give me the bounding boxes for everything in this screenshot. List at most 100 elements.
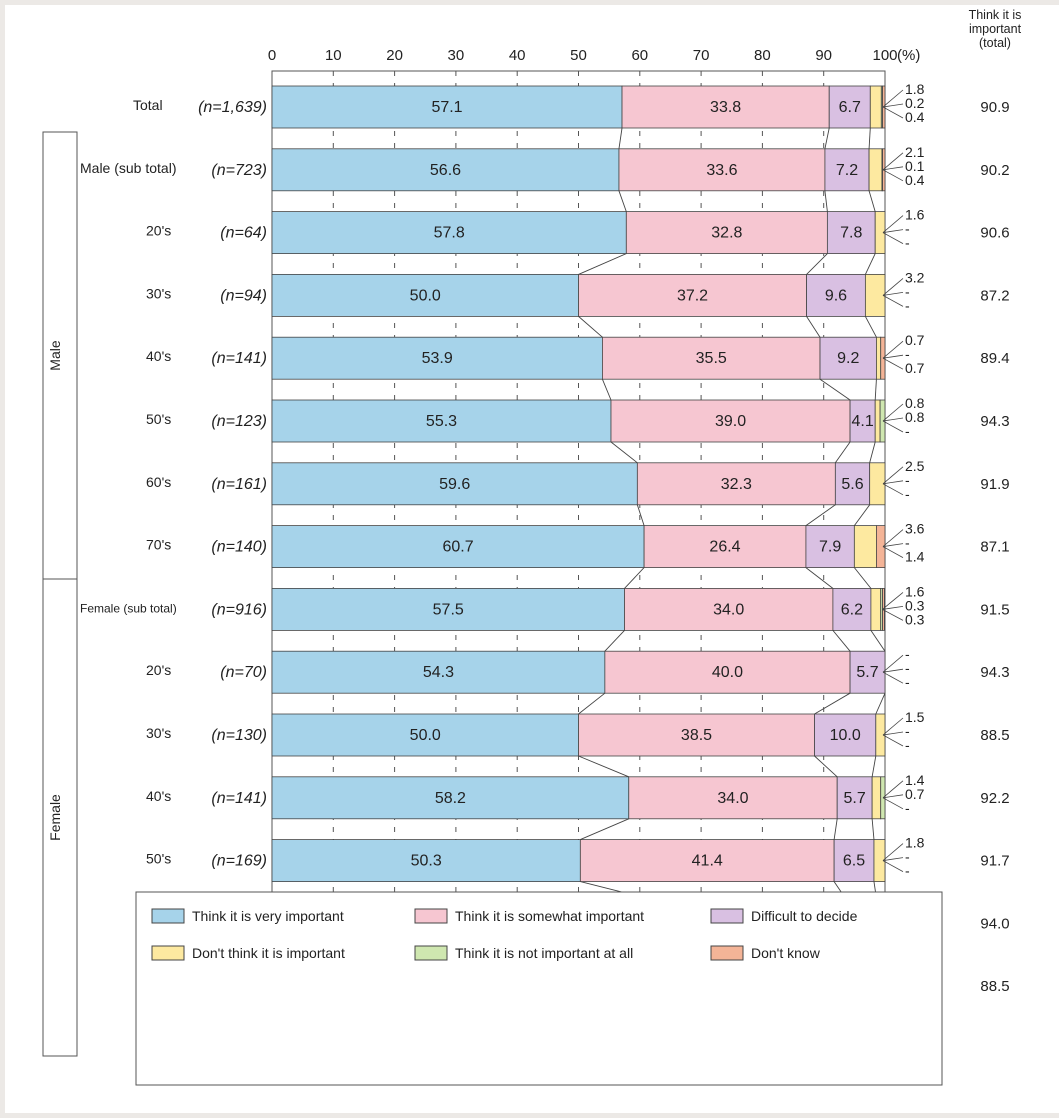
connector-line (610, 441, 638, 464)
row-label: 50's (146, 851, 171, 867)
side-leader (882, 229, 904, 233)
side-label: 0.7 (905, 360, 925, 376)
side-leader (882, 483, 904, 496)
side-leader (882, 671, 904, 684)
row-n-label: (n=130) (211, 727, 267, 744)
connector-line (578, 316, 603, 338)
bar-segment (871, 776, 882, 820)
data-label: 34.0 (717, 790, 748, 807)
side-label: - (905, 472, 910, 488)
side-label: - (905, 235, 910, 251)
bar-segment (271, 211, 627, 255)
x-tick-label: 10 (325, 47, 342, 64)
data-label: 7.8 (840, 225, 862, 242)
side-leader (882, 292, 904, 296)
side-label: 0.1 (905, 158, 925, 174)
data-label: 39.0 (715, 413, 746, 430)
row-label: 70's (146, 537, 171, 553)
legend-swatch (414, 908, 448, 924)
bar-segment (271, 148, 620, 192)
group-bracket (42, 131, 78, 580)
side-label: 2.1 (905, 144, 925, 160)
connector-line (824, 127, 830, 149)
side-label: - (905, 674, 910, 690)
bar-segment (874, 399, 881, 443)
bar-segment (834, 462, 871, 506)
total-important-value: 94.3 (980, 413, 1009, 430)
data-label: 34.0 (713, 601, 744, 618)
data-label: 59.6 (439, 476, 470, 493)
side-leader (882, 417, 904, 422)
bar-segment (819, 336, 877, 380)
legend-swatch (710, 908, 744, 924)
data-label: 5.7 (844, 790, 866, 807)
bar-segment (271, 650, 606, 694)
legend-swatch (151, 908, 185, 924)
row-label: Total (133, 97, 163, 113)
bar-segment (643, 525, 807, 568)
connector-line (832, 630, 851, 652)
bar-segment (271, 713, 579, 757)
right-header-line: (total) (979, 36, 1011, 50)
side-leader (882, 860, 904, 872)
data-label: 5.7 (856, 664, 878, 681)
legend-swatch (414, 945, 448, 961)
bar-segment (271, 336, 603, 380)
side-label: 1.8 (905, 81, 925, 97)
side-leader (882, 106, 904, 119)
bar-segment (621, 85, 830, 129)
side-label: - (905, 423, 910, 439)
connector-line (875, 693, 886, 715)
total-important-value: 87.2 (980, 287, 1009, 304)
x-tick-label: 40 (509, 47, 526, 64)
data-label: 57.8 (434, 225, 465, 242)
side-leader (882, 232, 904, 244)
connector-line (868, 127, 871, 149)
bar-segment (869, 85, 882, 129)
legend-label: Think it is very important (192, 908, 344, 924)
bar-segment (870, 588, 882, 631)
row-n-label: (n=723) (211, 162, 267, 179)
bar-segment (610, 399, 851, 443)
legend-swatch (151, 945, 185, 961)
row-label: 40's (146, 348, 171, 364)
side-label: 3.6 (905, 521, 925, 537)
side-leader (882, 466, 904, 485)
legend-label: Don't know (751, 945, 821, 961)
connector-line (604, 630, 625, 652)
row-n-label: (n=70) (220, 664, 267, 681)
data-label: 58.2 (435, 790, 466, 807)
data-label: 53.9 (422, 350, 453, 367)
side-leader (882, 420, 904, 433)
total-important-value: 90.9 (980, 99, 1009, 116)
bar-segment (624, 588, 834, 631)
legend-label: Think it is somewhat important (455, 908, 644, 924)
side-label: - (905, 283, 910, 299)
bar-segment (271, 525, 645, 568)
side-label: 0.4 (905, 172, 925, 188)
side-label: 0.4 (905, 109, 925, 125)
row-n-label: (n=161) (211, 476, 267, 493)
side-leader (882, 543, 904, 547)
total-important-value: 91.5 (980, 601, 1009, 618)
connector-line (806, 253, 828, 275)
side-label: 1.4 (905, 772, 925, 788)
data-label: 9.2 (837, 350, 859, 367)
legend-box (135, 891, 943, 1086)
data-label: 55.3 (426, 413, 457, 430)
data-label: 50.0 (410, 287, 441, 304)
legend-swatch (710, 945, 744, 961)
side-leader (882, 546, 904, 558)
side-label: - (905, 849, 910, 865)
x-tick-label: 80 (754, 47, 771, 64)
side-leader (882, 403, 904, 422)
total-important-value: 88.5 (980, 727, 1009, 744)
data-label: 35.5 (696, 350, 727, 367)
row-n-label: (n=94) (220, 287, 267, 304)
connector-line (814, 692, 851, 715)
data-label: 57.1 (431, 99, 462, 116)
side-label: - (905, 800, 910, 816)
side-leader (882, 152, 904, 171)
row-n-label: (n=141) (211, 790, 267, 807)
row-n-label: (n=169) (211, 853, 267, 870)
